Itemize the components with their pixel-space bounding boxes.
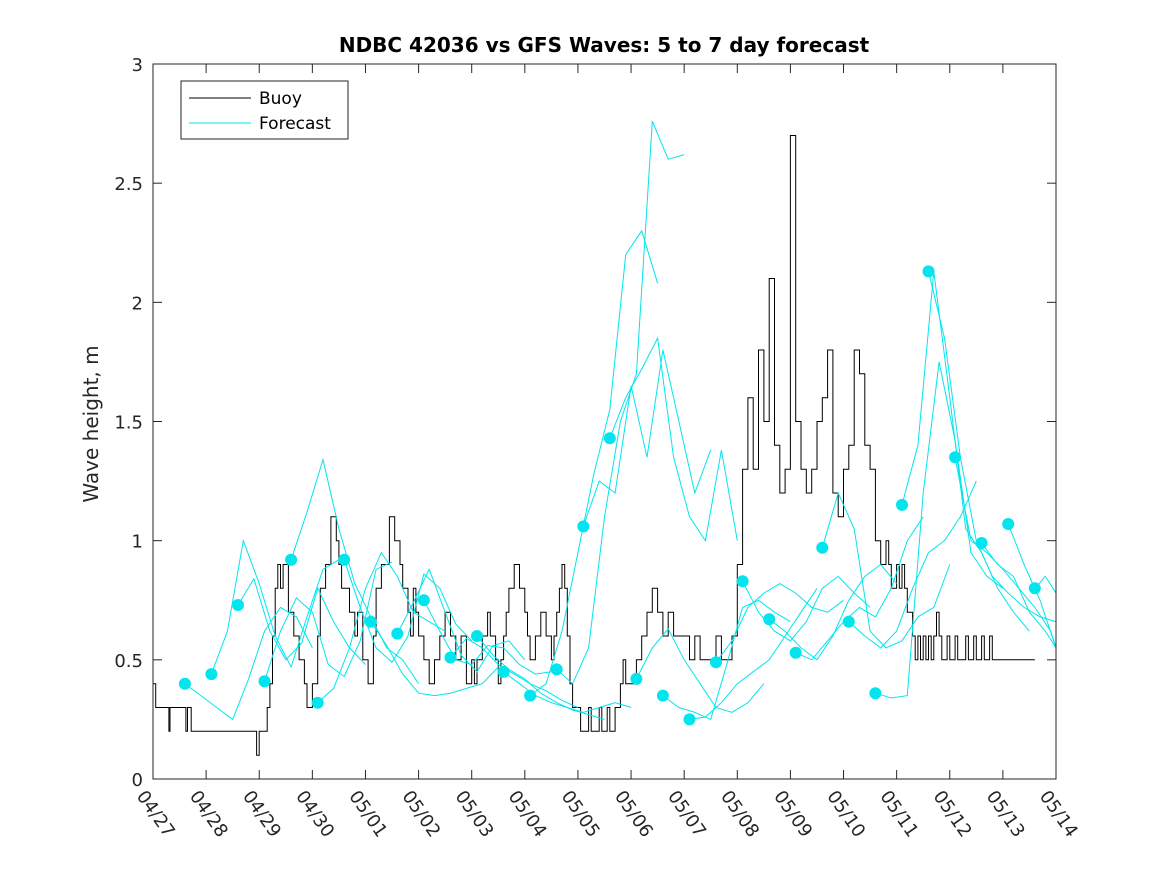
x-tick-label: 05/06 bbox=[610, 787, 657, 842]
legend-box bbox=[180, 80, 349, 140]
y-tick-label: 3 bbox=[132, 55, 143, 76]
plot-area bbox=[153, 121, 1056, 756]
forecast-run-line-14 bbox=[529, 229, 659, 697]
forecast-run-line-23 bbox=[768, 563, 897, 661]
forecast-run-line-27 bbox=[875, 361, 1004, 699]
forecast-run-line-12 bbox=[476, 635, 605, 720]
forecast-run-line-11 bbox=[450, 637, 579, 708]
forecast-marker-19 bbox=[656, 689, 669, 702]
forecast-run-line-2 bbox=[210, 538, 340, 675]
chart-title: NDBC 42036 vs GFS Waves: 5 to 7 day fore… bbox=[339, 33, 870, 57]
y-tick-label: 0 bbox=[132, 770, 143, 791]
forecast-marker-30 bbox=[949, 451, 962, 464]
forecast-run-line-24 bbox=[795, 516, 924, 661]
forecast-run-line-5 bbox=[290, 457, 420, 684]
x-tick-label: 05/04 bbox=[504, 787, 551, 842]
forecast-marker-18 bbox=[630, 672, 643, 685]
forecast-marker-15 bbox=[550, 663, 563, 676]
y-tick-label: 2.5 bbox=[114, 174, 143, 195]
forecast-marker-25 bbox=[816, 541, 829, 554]
forecast-run-line-28 bbox=[901, 271, 1030, 632]
forecast-run-line-29 bbox=[928, 271, 1056, 623]
forecast-run-line-8 bbox=[370, 621, 499, 697]
x-tick-label: 05/02 bbox=[398, 787, 445, 842]
forecast-marker-33 bbox=[1028, 582, 1041, 595]
forecast-marker-23 bbox=[763, 613, 776, 626]
forecast-marker-1 bbox=[178, 677, 191, 690]
forecast-run-line-30 bbox=[954, 457, 1056, 649]
x-tick-label: 05/07 bbox=[663, 787, 710, 842]
x-tick-label: 05/13 bbox=[982, 787, 1029, 842]
x-tick-label: 04/27 bbox=[132, 787, 179, 842]
y-tick-label: 2 bbox=[132, 293, 143, 314]
forecast-run-line-13 bbox=[503, 671, 632, 713]
legend-buoy-label: Buoy bbox=[259, 89, 302, 109]
forecast-marker-16 bbox=[577, 520, 590, 533]
x-tick-label: 05/12 bbox=[929, 787, 976, 842]
forecast-marker-2 bbox=[205, 668, 218, 681]
x-tick-label: 05/08 bbox=[716, 787, 763, 842]
forecast-marker-32 bbox=[1002, 518, 1015, 530]
forecast-marker-20 bbox=[683, 713, 696, 726]
forecast-marker-10 bbox=[417, 594, 430, 607]
x-tick-label: 05/14 bbox=[1035, 787, 1082, 842]
x-tick-label: 05/11 bbox=[876, 787, 923, 842]
forecast-run-line-9 bbox=[396, 568, 526, 673]
forecast-marker-6 bbox=[311, 696, 324, 709]
x-tick-label: 04/29 bbox=[238, 787, 285, 842]
y-tick-label: 1 bbox=[132, 532, 143, 553]
x-tick-label: 05/01 bbox=[344, 787, 391, 842]
forecast-run-line-21 bbox=[715, 583, 844, 663]
x-tick-label: 05/03 bbox=[451, 787, 498, 842]
legend: Buoy Forecast bbox=[180, 80, 349, 140]
forecast-marker-31 bbox=[975, 537, 988, 549]
forecast-run-line-20 bbox=[689, 588, 818, 720]
x-tick-label: 04/30 bbox=[291, 787, 338, 842]
forecast-run-line-31 bbox=[981, 542, 1056, 649]
forecast-run-line-25 bbox=[821, 491, 951, 649]
forecast-run-line-1 bbox=[184, 606, 313, 721]
forecast-run-line-18 bbox=[635, 628, 765, 713]
forecast-run-line-17 bbox=[609, 336, 738, 543]
forecast-marker-13 bbox=[497, 665, 510, 678]
buoy-series-line bbox=[153, 135, 1035, 756]
forecast-run-line-4 bbox=[264, 561, 393, 682]
forecast-marker-17 bbox=[603, 432, 616, 445]
forecast-marker-8 bbox=[364, 615, 377, 628]
forecast-marker-27 bbox=[869, 687, 882, 700]
forecast-marker-28 bbox=[896, 498, 908, 511]
forecast-marker-9 bbox=[391, 627, 404, 640]
forecast-run-line-10 bbox=[423, 600, 552, 675]
forecast-marker-22 bbox=[736, 575, 749, 588]
forecast-marker-7 bbox=[338, 553, 351, 566]
forecast-run-line-6 bbox=[317, 551, 446, 704]
forecast-run-line-32 bbox=[1007, 523, 1056, 649]
x-tick-label: 05/09 bbox=[769, 787, 816, 842]
forecast-marker-14 bbox=[524, 689, 537, 702]
forecast-marker-24 bbox=[789, 646, 802, 659]
forecast-marker-5 bbox=[285, 553, 298, 566]
forecast-run-line-26 bbox=[848, 480, 977, 649]
forecast-run-line-22 bbox=[742, 575, 871, 642]
legend-forecast-label: Forecast bbox=[259, 114, 331, 134]
forecast-run-line-15 bbox=[556, 121, 685, 685]
y-tick-label: 1.5 bbox=[114, 413, 143, 434]
forecast-marker-21 bbox=[710, 656, 722, 669]
forecast-marker-29 bbox=[922, 265, 935, 278]
y-tick-label: 0.5 bbox=[114, 651, 143, 672]
x-tick-label: 04/28 bbox=[185, 787, 232, 842]
forecast-run-line-19 bbox=[662, 599, 791, 721]
x-tick-label: 05/10 bbox=[822, 787, 869, 842]
forecast-run-line-16 bbox=[582, 349, 712, 527]
forecast-marker-12 bbox=[471, 630, 483, 642]
forecast-marker-26 bbox=[842, 615, 855, 628]
forecast-marker-4 bbox=[258, 675, 271, 688]
x-tick-label: 05/05 bbox=[557, 787, 604, 842]
forecast-run-line-3 bbox=[237, 577, 366, 665]
forecast-marker-3 bbox=[232, 599, 244, 611]
y-axis-label: Wave height, m bbox=[79, 345, 103, 502]
forecast-marker-11 bbox=[444, 651, 457, 664]
